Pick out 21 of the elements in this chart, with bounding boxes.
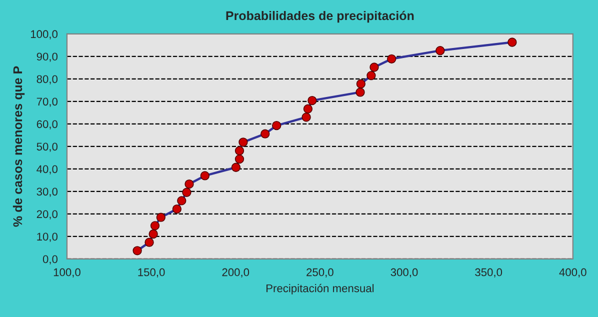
y-tick-label: 20,0 [36,210,58,220]
y-tick-label: 100,0 [30,30,58,40]
x-tick-label: 400,0 [559,268,586,278]
y-tick-label: 80,0 [36,75,58,84]
y-axis-title: % de casos menores que P [12,66,25,227]
y-tick-label: 30,0 [36,188,58,197]
y-tick-label: 70,0 [36,98,58,107]
x-tick-label: 100,0 [54,268,80,278]
x-tick-label: 150,0 [138,268,165,278]
x-tick-label: 350,0 [475,268,502,278]
y-tick-label: 40,0 [36,165,58,174]
y-tick-label: 10,0 [37,232,58,242]
y-tick-label: 90,0 [36,52,58,62]
y-tick-label: 60,0 [36,120,58,130]
x-tick-label: 300,0 [390,268,418,278]
x-tick-label: 200,0 [222,268,250,278]
chart-title: Probabilidades de precipitación [226,10,414,23]
x-tick-label: 250,0 [306,268,334,278]
y-tick-label: 50,0 [36,142,58,152]
x-axis-title: Precipitación mensual [266,284,374,294]
y-tick-label: 0,0 [42,255,58,264]
